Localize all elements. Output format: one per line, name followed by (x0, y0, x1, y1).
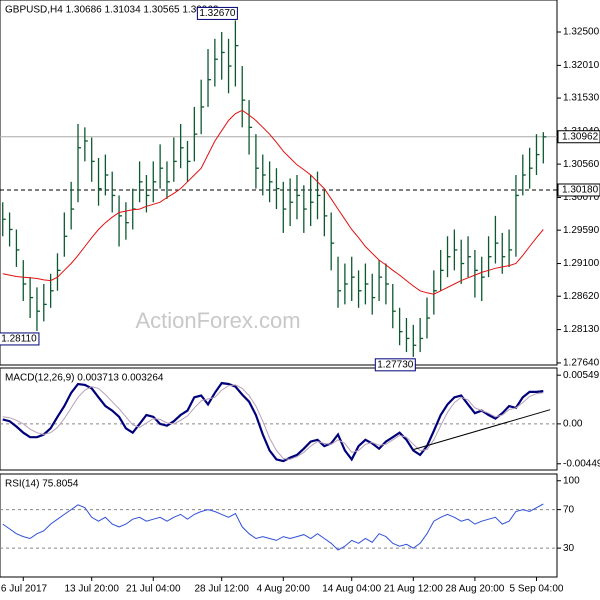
trend-line (413, 409, 551, 451)
x-tick-label: 21 Jul 04:00 (126, 584, 181, 595)
y-tick-label: 1.32500 (563, 27, 600, 38)
y-tick-label: 1.31530 (563, 93, 600, 104)
x-tick-label: 4 Aug 20:00 (257, 584, 311, 595)
annotation-box (0, 332, 40, 346)
x-tick-label: 6 Jul 2017 (1, 584, 48, 595)
line (2, 503, 544, 551)
price-panel (0, 0, 558, 366)
price-label-box (557, 183, 600, 197)
x-tick-label: 5 Sep 04:00 (510, 584, 564, 595)
annotation-label: 1.28110 (1, 334, 37, 345)
macd-panel (0, 367, 558, 471)
y-tick-label: 1.30560 (563, 159, 600, 170)
panel-title: MACD(12,26,9) 0.003713 0.003264 (5, 373, 164, 384)
y-tick-label: 1.30070 (563, 192, 600, 203)
x-tick-label: 14 Aug 04:00 (322, 584, 381, 595)
line (2, 381, 544, 463)
y-tick-label: 0.00 (563, 419, 583, 430)
price-label-box (557, 130, 600, 144)
rsi-panel (0, 473, 558, 578)
annotation-label: 1.27730 (377, 359, 414, 370)
y-tick-label: 100 (563, 475, 580, 486)
y-tick-label: 1.28130 (563, 324, 600, 335)
line (2, 109, 544, 295)
price-label: 1.30962 (562, 131, 599, 142)
x-tick-label: 21 Aug 12:00 (384, 584, 443, 595)
watermark: ActionForex.com (135, 308, 300, 333)
y-tick-label: 0.00549 (563, 370, 600, 381)
y-tick-label: 1.28620 (563, 291, 600, 302)
y-tick-label: 1.27640 (563, 358, 600, 369)
panel-title: GBPUSD,H4 1.30686 1.31034 1.30565 1.3096… (5, 5, 219, 16)
x-tick-label: 28 Aug 20:00 (445, 584, 504, 595)
line (2, 384, 544, 460)
y-tick-label: -0.004499 (563, 458, 600, 469)
panel-title: RSI(14) 75.8054 (5, 479, 79, 490)
annotation-label: 1.32670 (199, 8, 236, 19)
price-label: 1.30180 (562, 185, 599, 196)
y-tick-label: 1.29100 (563, 258, 600, 269)
y-tick-label: 1.32010 (563, 60, 600, 71)
y-tick-label: 70 (563, 504, 575, 515)
x-tick-label: 13 Jul 20:00 (64, 584, 119, 595)
annotation-box (374, 358, 416, 372)
y-tick-label: 1.29590 (563, 225, 600, 236)
annotation-box (196, 6, 238, 20)
y-tick-label: 30 (563, 543, 575, 554)
x-tick-label: 28 Jul 12:00 (194, 584, 249, 595)
